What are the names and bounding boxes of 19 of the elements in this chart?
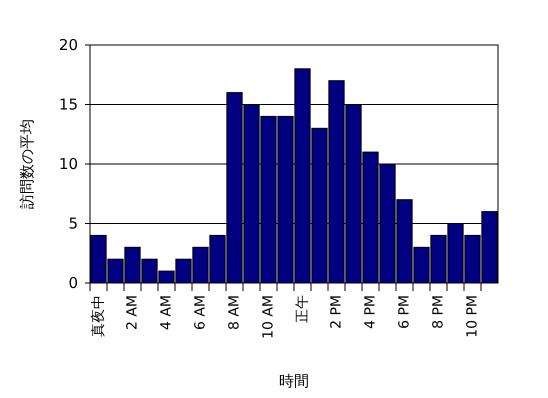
- y-tick-label: 20: [58, 36, 78, 54]
- x-axis-title: 時間: [279, 372, 309, 390]
- x-tick-label: 4 PM: [362, 295, 378, 329]
- y-axis-title: 訪問数の平均: [18, 119, 36, 209]
- x-tick-label: 2 AM: [124, 295, 140, 330]
- x-tick-label: 8 AM: [226, 295, 242, 330]
- y-tick-label: 0: [68, 274, 78, 292]
- x-tick-label: 正午: [294, 295, 310, 323]
- x-tick-label: 2 PM: [328, 295, 344, 329]
- x-tick-label: 10 AM: [260, 295, 276, 339]
- y-tick-label: 5: [68, 214, 78, 232]
- x-tick-label: 真夜中: [90, 295, 106, 337]
- x-tick-label: 6 PM: [396, 295, 412, 329]
- y-tick-label: 10: [58, 155, 78, 173]
- y-tick-label: 15: [58, 96, 78, 114]
- x-tick-label: 6 AM: [192, 295, 208, 330]
- x-tick-label: 4 AM: [158, 295, 174, 330]
- x-tick-label: 10 PM: [464, 295, 480, 338]
- x-tick-label: 8 PM: [430, 295, 446, 329]
